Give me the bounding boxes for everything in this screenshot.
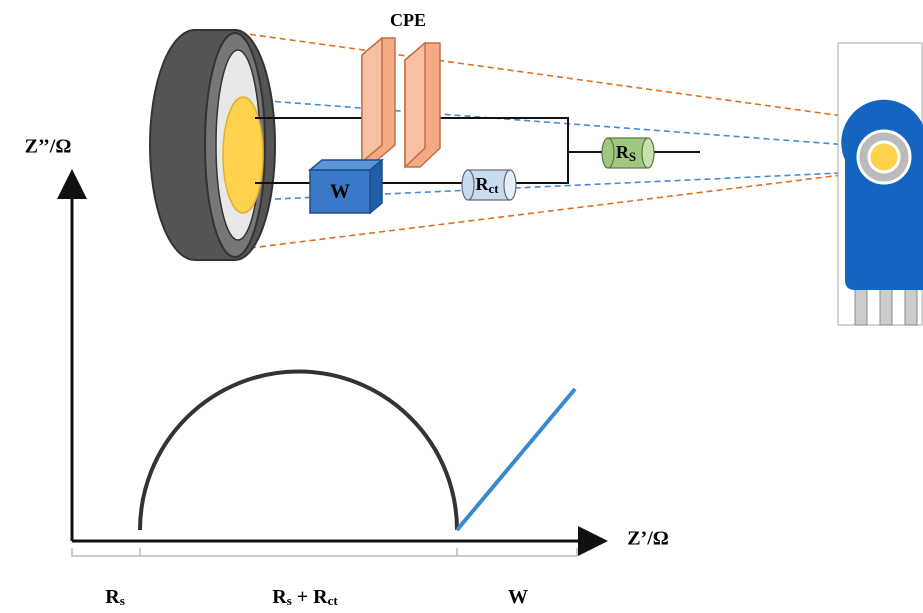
subscript: ct [328,593,339,608]
subscript: s [120,593,125,608]
warburg-label: W [330,181,350,203]
label-text: R [105,586,120,608]
label-text: R [475,174,489,194]
rs-resistor [601,137,655,169]
sensor [837,42,923,326]
cpe [361,36,441,169]
segment-label: Rs + Rct [272,586,338,608]
rct-resistor [461,169,517,201]
label-text: + R [292,586,328,608]
x-axis-label: Z’/Ω [627,528,669,550]
segment-label: Rs [105,586,125,608]
warburg-element [307,158,385,215]
y-axis-label: Z’’/Ω [25,136,72,158]
cpe-label: CPE [390,10,426,30]
subscript: ct [488,181,499,196]
subscript: S [629,149,636,164]
electrode [149,29,276,261]
subscript: s [287,593,292,608]
nyquist-plot [57,169,608,557]
rct-label: Rct [475,174,499,196]
wires [255,117,700,184]
label-text: R [272,586,287,608]
label-text: W [508,586,528,608]
projection-lines [239,32,863,249]
segment-label: W [508,586,528,608]
label-text: R [616,142,630,162]
rs-label: RS [616,142,636,164]
